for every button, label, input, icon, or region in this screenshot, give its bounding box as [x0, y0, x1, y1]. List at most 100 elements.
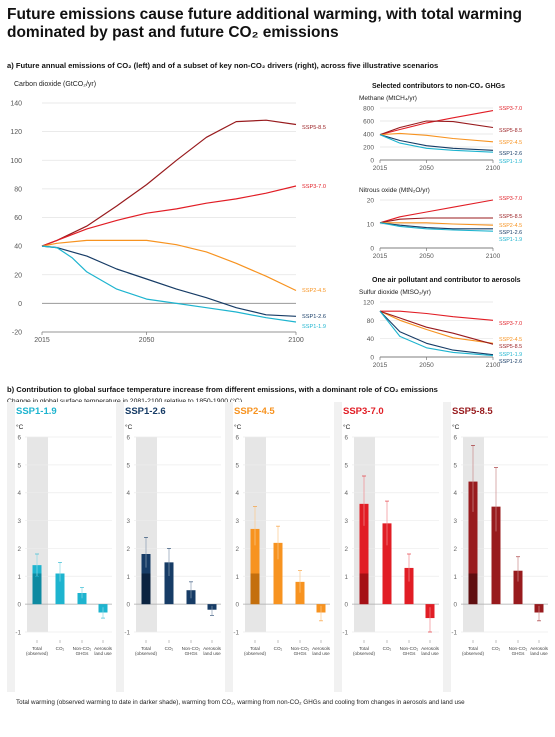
ytick-label: 0 — [453, 602, 457, 609]
so2-series-label-ssp1-2.6: SSP1-2.6 — [499, 359, 522, 365]
category-label: land use — [312, 651, 330, 656]
co2-ytick-label: 60 — [14, 215, 22, 222]
category-label: Aerosols — [530, 646, 549, 651]
bar-non-co2 — [404, 567, 414, 605]
warming-panel-ssp3-7.0: SSP3-7.0 °C -1 0 1 2 3 4 5 6 Total(observed) CO₂ Non… — [342, 402, 443, 692]
warming-panel-ssp2-4.5: SSP2-4.5 °C -1 0 1 2 3 4 5 6 Total(observed) CO₂ Non… — [233, 402, 334, 692]
co2-line-ssp3-7.0 — [41, 185, 297, 247]
so2-ytick-label: 40 — [367, 336, 375, 343]
panel-ylabel: °C — [125, 423, 133, 431]
n2o-series-label-ssp2-4.5: SSP2-4.5 — [499, 223, 522, 229]
so2-series-label-ssp3-7.0: SSP3-7.0 — [499, 321, 522, 327]
category-label: Non-CO₂ — [400, 646, 419, 651]
category-label: GHGs — [185, 651, 198, 656]
ytick-label: 4 — [453, 490, 457, 497]
bar-total — [468, 481, 478, 605]
n2o-line-ssp3-7.0 — [379, 199, 494, 224]
panel-ylabel: °C — [343, 423, 351, 431]
category-label: (observed) — [244, 651, 266, 656]
ytick-label: 6 — [126, 435, 130, 442]
ytick-label: 1 — [17, 574, 21, 581]
panel-title: SSP5-8.5 — [452, 406, 493, 417]
co2-xtick-label: 2015 — [34, 337, 50, 344]
panel-title: SSP3-7.0 — [343, 406, 384, 417]
n2o-ylabel: Nitrous oxide (MtN₂O/yr) — [359, 187, 430, 194]
bar-co2 — [382, 523, 392, 605]
co2-series-label-ssp3-7.0: SSP3-7.0 — [302, 184, 326, 190]
co2-ytick-label: 120 — [10, 129, 22, 136]
ytick-label: 0 — [344, 602, 348, 609]
n2o-xtick-label: 2015 — [373, 253, 388, 260]
category-label: GHGs — [403, 651, 416, 656]
category-label: Non-CO₂ — [73, 646, 92, 651]
co2-ytick-label: 20 — [14, 272, 22, 279]
footnote: Total warming (observed warming to date … — [16, 699, 465, 706]
ytick-label: 0 — [17, 602, 21, 609]
co2-ytick-label: 100 — [10, 158, 22, 165]
ytick-label: 2 — [453, 546, 457, 553]
ytick-label: 2 — [126, 546, 130, 553]
so2-ylabel: Sulfur dioxide (MtSO₂/yr) — [359, 289, 431, 296]
bar-co2 — [491, 506, 501, 605]
bar-co2 — [55, 573, 65, 605]
so2-line-ssp1-1.9 — [379, 310, 494, 357]
bar-co2 — [273, 542, 283, 605]
ytick-label: -1 — [451, 630, 457, 637]
bar-co2 — [164, 562, 174, 605]
n2o-series-label-ssp5-8.5: SSP5-8.5 — [499, 214, 522, 220]
ch4-series-label-ssp5-8.5: SSP5-8.5 — [499, 128, 522, 134]
panel-ylabel: °C — [234, 423, 242, 431]
category-label: (observed) — [26, 651, 48, 656]
so2-line-ssp5-8.5 — [379, 310, 494, 345]
category-label: Aerosols — [421, 646, 440, 651]
co2-xtick-label: 2100 — [288, 337, 304, 344]
category-label: land use — [203, 651, 221, 656]
ytick-label: -1 — [15, 630, 21, 637]
ch4-ytick-label: 200 — [363, 145, 374, 152]
ch4-line-ssp3-7.0 — [379, 110, 494, 136]
ytick-label: 6 — [235, 435, 239, 442]
co2-xtick-label: 2050 — [139, 337, 155, 344]
ch4-line-ssp5-8.5 — [379, 120, 494, 136]
ytick-label: 0 — [235, 602, 239, 609]
category-label: Total — [250, 646, 260, 651]
co2-ytick-label: 80 — [14, 186, 22, 193]
ytick-label: 6 — [17, 435, 21, 442]
category-label: CO₂ — [383, 646, 392, 651]
category-label: land use — [421, 651, 439, 656]
ytick-label: 4 — [17, 490, 21, 497]
so2-series-label-ssp5-8.5: SSP5-8.5 — [499, 344, 522, 350]
category-label: (observed) — [353, 651, 375, 656]
ch4-ytick-label: 800 — [363, 106, 374, 113]
category-label: (observed) — [135, 651, 157, 656]
category-label: GHGs — [294, 651, 307, 656]
n2o-series-label-ssp1-1.9: SSP1-1.9 — [499, 237, 522, 243]
category-label: CO₂ — [165, 646, 174, 651]
category-label: Non-CO₂ — [182, 646, 201, 651]
bar-total-observed — [32, 573, 42, 605]
ch4-ytick-label: 600 — [363, 119, 374, 126]
n2o-line-ssp1-1.9 — [379, 222, 494, 232]
co2-ytick-label: 40 — [14, 244, 22, 251]
ch4-heading: Selected contributors to non-CO₂ GHGs — [372, 83, 505, 90]
bar-total — [250, 528, 260, 605]
ch4-ylabel: Methane (MtCH₄/yr) — [359, 95, 417, 102]
so2-series-label-ssp2-4.5: SSP2-4.5 — [499, 337, 522, 343]
category-label: (observed) — [462, 651, 484, 656]
n2o-ytick-label: 10 — [367, 222, 375, 229]
ytick-label: 5 — [235, 462, 239, 469]
page-title: Future emissions cause future additional… — [7, 6, 523, 41]
category-label: Total — [32, 646, 42, 651]
ch4-xtick-label: 2050 — [419, 165, 434, 172]
category-label: land use — [94, 651, 112, 656]
ch4-line-ssp1-1.9 — [379, 134, 494, 153]
panel-title: SSP1-1.9 — [16, 406, 57, 417]
section-b-subheading: Change in global surface temperature in … — [7, 398, 242, 405]
ytick-label: 1 — [235, 574, 239, 581]
co2-series-label-ssp1-1.9: SSP1-1.9 — [302, 324, 326, 330]
co2-ytick-label: 0 — [18, 301, 22, 308]
ytick-label: 3 — [126, 518, 130, 525]
ytick-label: 6 — [453, 435, 457, 442]
co2-line-ssp1-1.9 — [41, 245, 297, 323]
